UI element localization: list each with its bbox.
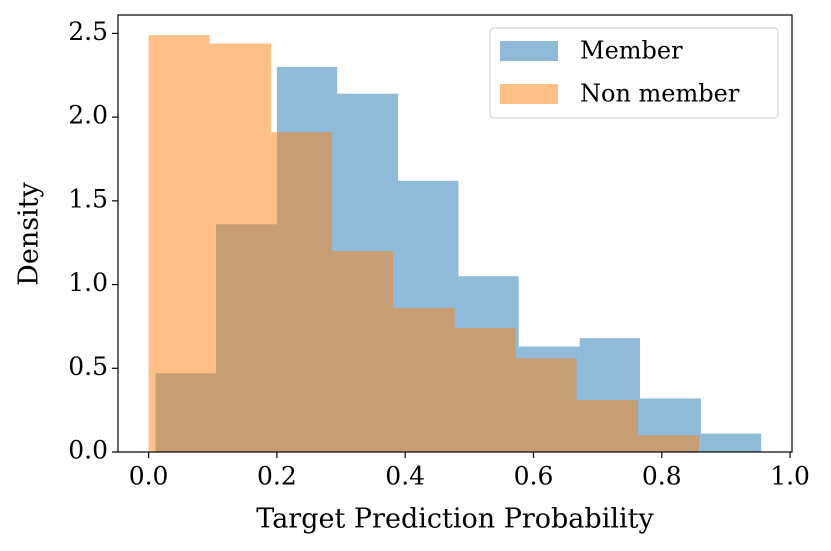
y-tick-label: 0.0 xyxy=(68,436,108,465)
y-tick-label: 2.5 xyxy=(68,17,108,46)
legend-swatch xyxy=(500,41,558,61)
histogram-bar xyxy=(271,132,333,452)
histogram-bar xyxy=(576,400,639,452)
x-tick-label: 0.6 xyxy=(514,462,554,491)
histogram-bar xyxy=(332,251,394,452)
y-tick-label: 0.5 xyxy=(68,352,108,381)
x-axis-label: Target Prediction Probability xyxy=(256,504,654,535)
legend-label: Member xyxy=(580,37,683,65)
histogram-bar xyxy=(454,328,516,452)
histogram-bar xyxy=(515,358,577,452)
plot-frame xyxy=(117,14,793,453)
y-tick-label: 1.0 xyxy=(68,268,108,297)
histogram-bar xyxy=(393,308,455,452)
x-tick-label: 0.0 xyxy=(129,462,169,491)
histogram-bar xyxy=(209,43,272,453)
x-tick-label: 0.2 xyxy=(257,462,297,491)
x-tick-label: 0.8 xyxy=(642,462,682,491)
y-tick-label: 2.0 xyxy=(68,101,108,130)
x-tick-label: 0.4 xyxy=(385,462,425,491)
x-tick-label: 1.0 xyxy=(770,462,810,491)
histogram-bar xyxy=(148,35,210,453)
y-tick-label: 1.5 xyxy=(68,184,108,213)
legend-label: Non member xyxy=(580,80,740,108)
histogram-bar xyxy=(638,435,699,452)
histogram-bar xyxy=(700,433,762,452)
y-axis-label: Density xyxy=(14,181,45,285)
legend-swatch xyxy=(500,84,558,104)
legend-box xyxy=(489,27,779,119)
